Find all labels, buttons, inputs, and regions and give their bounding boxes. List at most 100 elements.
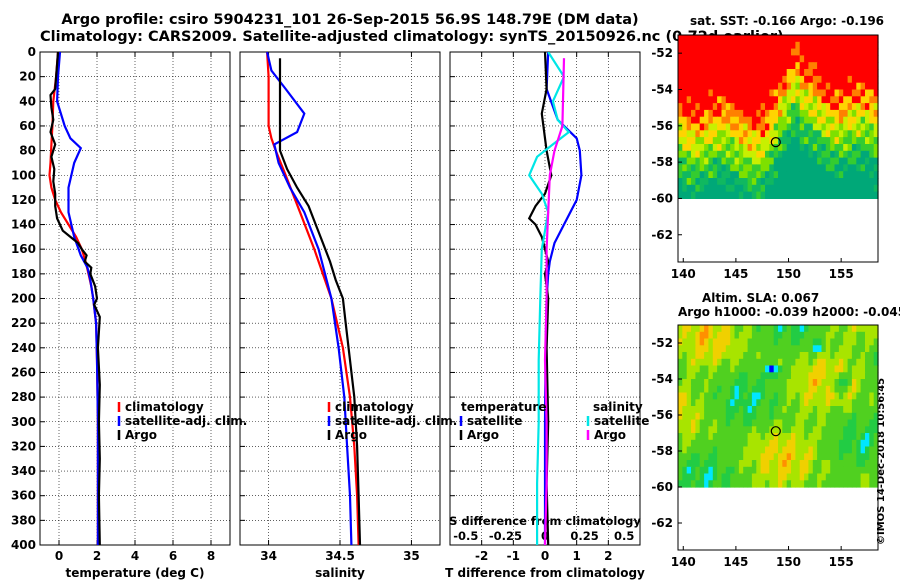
sst-cell (865, 96, 870, 104)
sst-cell (847, 96, 853, 104)
sst-cell (778, 157, 783, 165)
sst-cell (782, 89, 788, 97)
sla-cell (778, 365, 783, 373)
sst-cell (773, 55, 779, 63)
sla-cell (765, 338, 770, 346)
sla-cell (699, 473, 705, 481)
sla-cell (873, 392, 879, 400)
sla-cell (704, 460, 709, 468)
sst-cell (721, 48, 727, 56)
sst-cell (825, 35, 831, 43)
sst-cell (804, 55, 809, 63)
sla-cell (691, 406, 696, 414)
sla-cell (678, 338, 683, 346)
sla-cell (712, 345, 718, 353)
sla-cell (825, 460, 831, 468)
sla-cell (712, 365, 718, 373)
sla-cell (773, 439, 779, 448)
sla-cell (825, 439, 831, 448)
sla-cell (769, 466, 775, 475)
sla-cell (825, 352, 831, 360)
sla-cell (812, 372, 818, 380)
sst-cell (847, 109, 853, 118)
sla-cell (782, 446, 788, 454)
sla-cell (730, 338, 736, 346)
ytick-label: 0 (28, 45, 36, 59)
sla-cell (743, 406, 749, 414)
sst-cell (808, 184, 814, 193)
sla-cell (734, 325, 740, 333)
sst-cell (691, 144, 696, 152)
sst-cell (734, 144, 740, 152)
sla-cell (765, 358, 770, 367)
sst-cell (799, 35, 805, 43)
sla-cell (708, 325, 714, 333)
sst-cell (869, 184, 875, 193)
difference-xtick-label: 2 (604, 549, 612, 563)
sst-cell (795, 35, 801, 43)
sla-cell (691, 419, 696, 427)
sla-cell (812, 352, 818, 360)
sst-cell (851, 137, 857, 145)
sla-cell (817, 406, 822, 414)
sst-cell (834, 157, 840, 165)
sla-cell (738, 406, 744, 414)
sst-cell (734, 184, 740, 193)
sst-cell (834, 41, 840, 50)
sst-cell (765, 55, 770, 63)
sst-cell (778, 109, 783, 118)
sst-cell (751, 137, 757, 145)
sla-cell (743, 365, 749, 373)
sla-cell (769, 358, 775, 367)
sst-cell (773, 69, 779, 77)
sla-cell (817, 473, 822, 481)
sst-cell (743, 137, 749, 145)
sla-cell (838, 379, 844, 387)
sla-cell (695, 345, 701, 353)
sst-cell (799, 123, 805, 131)
sla-cell (678, 473, 683, 481)
salinity-legend-label: climatology (335, 400, 414, 414)
sst-cell (834, 96, 840, 104)
sst-cell (873, 144, 879, 152)
sla-cell (686, 453, 692, 461)
sla-cell (782, 392, 788, 400)
sst-cell (873, 116, 879, 125)
sst-cell (847, 144, 853, 152)
sla-cell (751, 466, 757, 475)
sst-cell (765, 171, 770, 179)
sla-cell (804, 385, 809, 394)
sst-cell (865, 191, 870, 199)
sla-cell (721, 460, 727, 468)
sla-cell (825, 379, 831, 387)
sst-cell (860, 55, 866, 63)
sla-cell (751, 338, 757, 346)
sla-cell (812, 406, 818, 414)
sst-cell (717, 130, 722, 138)
sst-cell (773, 150, 779, 159)
sla-cell (799, 419, 805, 427)
sla-cell (791, 345, 796, 353)
sst-cell (795, 178, 801, 186)
sla-cell (773, 345, 779, 353)
sst-cell (760, 62, 766, 70)
sla-cell (691, 473, 696, 481)
sla-cell (682, 473, 688, 481)
sla-cell (708, 372, 714, 380)
sla-cell (865, 372, 870, 380)
sst-cell (691, 157, 696, 165)
sst-cell (799, 130, 805, 138)
sla-cell (765, 372, 770, 380)
sst-cell (678, 109, 683, 118)
sst-cell (695, 171, 701, 179)
sst-cell (795, 89, 801, 97)
sla-cell (695, 325, 701, 333)
sst-cell (804, 62, 809, 70)
sst-cell (778, 164, 783, 172)
sst-cell (817, 130, 822, 138)
sla-cell (860, 331, 866, 340)
sla-cell (743, 385, 749, 394)
sst-cell (791, 82, 796, 91)
sla-cell (782, 473, 788, 481)
